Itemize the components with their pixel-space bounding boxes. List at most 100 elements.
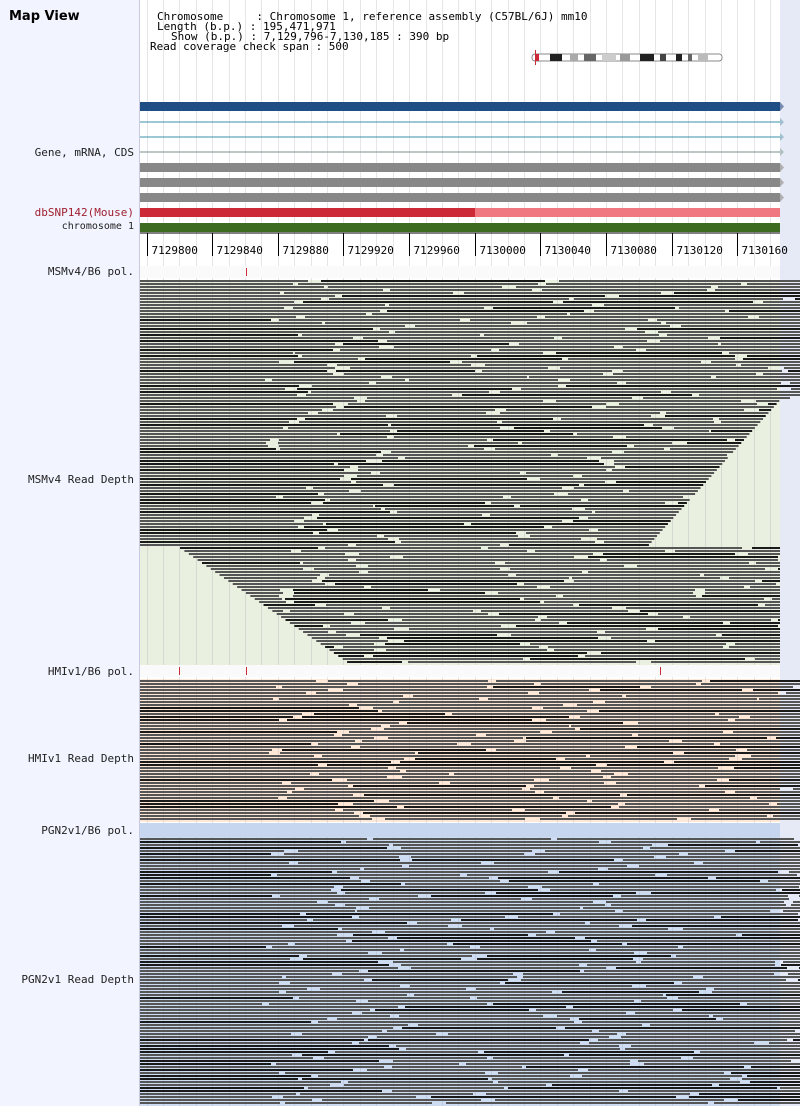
read-alignment [619, 295, 800, 297]
read-alignment [628, 773, 800, 775]
read-alignment [629, 490, 698, 492]
read-alignment [733, 731, 800, 733]
read-alignment [140, 979, 364, 981]
msm-depth-label: MSMv4 Read Depth [28, 473, 134, 486]
read-alignment [682, 1009, 800, 1011]
pgn-depth-label: PGN2v1 Read Depth [21, 973, 134, 986]
read-alignment [641, 1000, 800, 1002]
read-alignment [567, 622, 723, 624]
read-alignment [245, 592, 283, 594]
read-alignment [140, 728, 371, 730]
read-alignment [380, 328, 625, 330]
read-alignment [140, 301, 294, 303]
read-alignment [545, 316, 748, 318]
read-alignment [464, 292, 661, 294]
read-alignment [646, 349, 800, 351]
read-alignment [336, 370, 475, 372]
read-alignment [399, 701, 593, 703]
read-alignment [140, 1057, 313, 1059]
read-alignment [140, 844, 389, 846]
read-alignment [140, 1033, 291, 1035]
read-alignment [140, 788, 295, 790]
read-alignment [530, 658, 745, 660]
dbsnp-track-dark[interactable] [140, 208, 475, 217]
chromosome-ideogram[interactable] [531, 50, 723, 65]
read-alignment [579, 1018, 716, 1020]
gene-track[interactable] [140, 102, 780, 111]
read-alignment [140, 313, 366, 315]
read-alignment [140, 874, 271, 876]
read-alignment [450, 782, 604, 784]
read-alignment [358, 469, 606, 471]
read-alignment [651, 892, 800, 894]
read-alignment [747, 749, 800, 751]
read-alignment [462, 394, 692, 396]
read-alignment [506, 409, 744, 411]
ruler-tick-label: 7129880 [282, 244, 329, 257]
read-alignment [140, 773, 310, 775]
read-alignment [184, 550, 291, 552]
read-alignment [353, 803, 618, 805]
read-alignment [625, 803, 769, 805]
read-alignment [365, 358, 562, 360]
read-alignment [375, 505, 514, 507]
read-alignment [575, 812, 800, 814]
cds-track-1[interactable] [140, 163, 780, 172]
read-alignment [263, 604, 315, 606]
read-alignment [409, 865, 627, 867]
read-alignment [140, 406, 336, 408]
read-alignment [619, 806, 800, 808]
read-alignment [691, 818, 800, 820]
read-alignment [523, 973, 774, 975]
read-alignment [241, 589, 280, 591]
read-alignment [532, 898, 789, 900]
read-alignment [569, 1054, 800, 1056]
read-alignment [476, 988, 706, 990]
genome-viewer[interactable] [140, 0, 800, 1106]
msm-snp-mark[interactable] [246, 268, 247, 276]
hmi-snp-mark[interactable] [246, 667, 247, 675]
read-alignment [140, 343, 335, 345]
read-alignment [584, 484, 704, 486]
read-alignment [404, 640, 647, 642]
read-alignment [364, 868, 598, 870]
read-alignment [577, 433, 750, 435]
read-alignment [752, 547, 780, 549]
read-alignment [722, 634, 780, 636]
read-alignment [140, 451, 381, 453]
cds-track-3[interactable] [140, 193, 780, 202]
cds-track-2[interactable] [140, 178, 780, 187]
read-alignment [563, 595, 696, 597]
read-alignment [561, 418, 713, 420]
read-alignment [495, 1099, 724, 1101]
read-alignment [637, 328, 800, 330]
read-alignment [259, 601, 286, 603]
read-alignment [140, 952, 368, 954]
read-alignment [655, 640, 780, 642]
hmi-snp-mark[interactable] [660, 667, 661, 675]
read-alignment [607, 764, 800, 766]
read-alignment [285, 619, 388, 621]
read-alignment [347, 779, 534, 781]
read-alignment [612, 469, 717, 471]
hmi-snp-mark[interactable] [179, 667, 180, 675]
read-alignment [411, 967, 606, 969]
read-alignment [385, 931, 546, 933]
read-alignment [626, 1033, 800, 1035]
read-alignment [743, 358, 800, 360]
read-alignment [385, 643, 520, 645]
read-alignment [302, 1078, 488, 1080]
read-alignment [651, 661, 780, 663]
read-alignment [373, 655, 578, 657]
read-alignment [140, 367, 335, 369]
read-alignment [552, 731, 723, 733]
read-alignment [140, 913, 300, 915]
dbsnp-track-light[interactable] [475, 208, 780, 217]
read-alignment [693, 1057, 800, 1059]
read-alignment [759, 409, 772, 411]
read-alignment [391, 424, 644, 426]
read-alignment [720, 743, 800, 745]
read-alignment [140, 740, 355, 742]
read-alignment [595, 511, 679, 513]
read-alignment [280, 448, 484, 450]
